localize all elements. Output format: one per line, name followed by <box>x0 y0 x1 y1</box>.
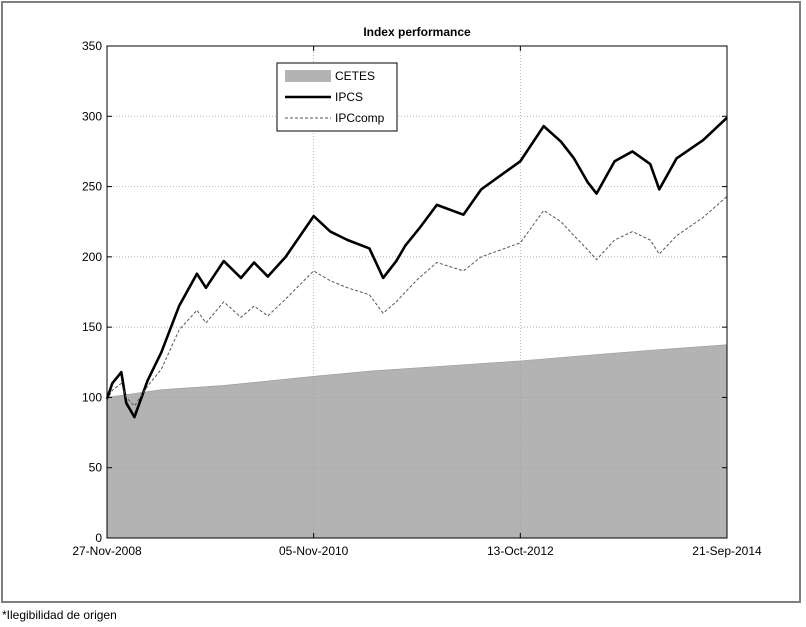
legend-swatch-cetes <box>285 70 331 82</box>
y-tick-label: 0 <box>95 531 102 545</box>
series-line-ipccomp <box>106 196 728 407</box>
line-chart: 0 50 100 150 200 250 300 350 27-Nov-2008 05-Nov-2… <box>72 25 762 558</box>
x-tick-label: 13-Oct-2012 <box>487 544 554 558</box>
grid-layer <box>107 46 727 538</box>
y-tick-label: 250 <box>82 180 102 194</box>
series-line-ipcs <box>105 116 728 419</box>
legend-label-cetes: CETES <box>335 69 375 83</box>
plot-border <box>106 45 728 539</box>
legend-label-ipcs: IPCS <box>335 90 363 104</box>
x-tick-label: 05-Nov-2010 <box>279 544 349 558</box>
legend: CETES IPCS IPCcomp <box>276 62 398 132</box>
chart-title: Index performance <box>363 25 471 39</box>
x-tick-label: 27-Nov-2008 <box>72 544 142 558</box>
tick-layer: 0 50 100 150 200 250 300 350 27-Nov-2008 05-Nov-2… <box>72 39 762 558</box>
footnote: *Ilegibilidad de origen <box>2 608 117 622</box>
y-tick-label: 50 <box>89 461 103 475</box>
y-tick-label: 200 <box>82 250 102 264</box>
y-tick-label: 100 <box>82 390 102 404</box>
line-layer <box>105 116 728 419</box>
legend-label-ipccomp: IPCcomp <box>335 111 385 125</box>
y-tick-label: 300 <box>82 109 102 123</box>
x-tick-label: 21-Sep-2014 <box>692 544 762 558</box>
y-tick-label: 350 <box>82 39 102 53</box>
y-tick-label: 150 <box>82 320 102 334</box>
